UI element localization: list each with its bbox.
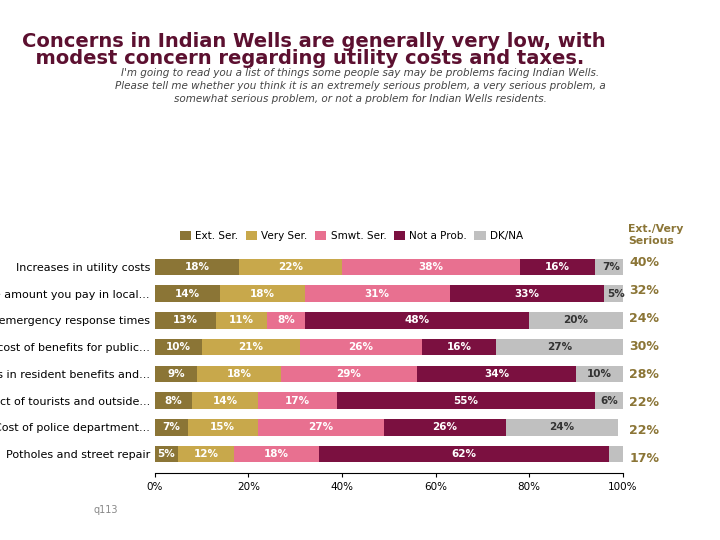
Text: 15%: 15% (210, 422, 235, 433)
Text: 38%: 38% (418, 262, 444, 272)
Text: 6%: 6% (600, 396, 618, 406)
Text: 48%: 48% (405, 315, 429, 325)
Bar (202, 339, 300, 355)
Text: 40%: 40% (629, 256, 660, 269)
Bar (155, 392, 192, 409)
Text: 16%: 16% (545, 262, 570, 272)
Text: 34%: 34% (484, 369, 509, 379)
Text: 62%: 62% (451, 449, 476, 459)
Text: 21%: 21% (238, 342, 264, 352)
Text: 24%: 24% (549, 422, 575, 433)
Text: 29%: 29% (336, 369, 361, 379)
Text: 26%: 26% (433, 422, 457, 433)
Bar (258, 419, 384, 436)
Bar (197, 366, 282, 382)
Text: modest concern regarding utility costs and taxes.: modest concern regarding utility costs a… (22, 49, 584, 68)
Bar (187, 419, 258, 436)
Text: 5%: 5% (607, 288, 625, 299)
Text: 13%: 13% (173, 315, 198, 325)
Bar (342, 259, 520, 275)
Text: 17%: 17% (629, 452, 660, 465)
Text: 10%: 10% (166, 342, 191, 352)
Text: 24%: 24% (629, 312, 660, 325)
Text: q113: q113 (94, 505, 118, 515)
Bar (422, 339, 497, 355)
Bar (281, 366, 417, 382)
Text: 5%: 5% (158, 449, 176, 459)
Bar (155, 259, 239, 275)
Bar (220, 285, 305, 302)
Text: 6: 6 (691, 512, 702, 528)
Bar (216, 312, 267, 329)
Bar (417, 366, 576, 382)
Bar (155, 339, 202, 355)
Bar (155, 446, 179, 462)
Text: 18%: 18% (250, 288, 275, 299)
Text: Ext./Very
Serious: Ext./Very Serious (628, 224, 683, 246)
Bar (595, 392, 623, 409)
Bar (520, 259, 595, 275)
Bar (155, 366, 197, 382)
Text: 18%: 18% (184, 262, 210, 272)
Text: 30%: 30% (629, 340, 659, 353)
Text: 14%: 14% (212, 396, 238, 406)
Text: 8%: 8% (277, 315, 294, 325)
Bar (155, 419, 187, 436)
Bar (155, 312, 216, 329)
Bar (267, 312, 305, 329)
Bar (576, 366, 623, 382)
Text: 22%: 22% (278, 262, 303, 272)
Bar (319, 446, 609, 462)
Bar (192, 392, 258, 409)
Text: 31%: 31% (364, 288, 390, 299)
Text: 32%: 32% (629, 284, 659, 297)
Bar (337, 392, 595, 409)
Bar (529, 312, 623, 329)
Text: 16%: 16% (446, 342, 472, 352)
Bar (235, 446, 319, 462)
Bar (305, 285, 449, 302)
Text: 7%: 7% (162, 422, 180, 433)
Bar (300, 339, 422, 355)
Bar (497, 339, 623, 355)
Text: 17%: 17% (285, 396, 310, 406)
Bar (239, 259, 342, 275)
Text: 22%: 22% (629, 396, 660, 409)
Text: 18%: 18% (264, 449, 289, 459)
Bar (258, 392, 337, 409)
Text: 14%: 14% (175, 288, 200, 299)
Text: 12%: 12% (194, 449, 219, 459)
Text: 11%: 11% (229, 315, 254, 325)
Bar (155, 285, 220, 302)
Bar (604, 285, 627, 302)
Text: I'm going to read you a list of things some people say may be problems facing In: I'm going to read you a list of things s… (114, 68, 606, 104)
Bar (595, 259, 628, 275)
Bar (384, 419, 505, 436)
Text: Concerns in Indian Wells are generally very low, with: Concerns in Indian Wells are generally v… (22, 32, 606, 51)
Bar (609, 446, 623, 462)
Text: 8%: 8% (165, 396, 182, 406)
Text: 10%: 10% (587, 369, 612, 379)
Bar (449, 285, 604, 302)
Text: 28%: 28% (629, 368, 659, 381)
Text: 9%: 9% (167, 369, 184, 379)
Text: 55%: 55% (454, 396, 479, 406)
Text: 27%: 27% (547, 342, 572, 352)
Bar (179, 446, 235, 462)
Text: 22%: 22% (629, 424, 660, 437)
Text: 20%: 20% (564, 315, 588, 325)
Bar (305, 312, 529, 329)
Legend: Ext. Ser., Very Ser., Smwt. Ser., Not a Prob., DK/NA: Ext. Ser., Very Ser., Smwt. Ser., Not a … (180, 231, 523, 241)
Text: 33%: 33% (514, 288, 539, 299)
Bar (505, 419, 618, 436)
Text: 18%: 18% (227, 369, 251, 379)
Text: 27%: 27% (308, 422, 333, 433)
Text: 26%: 26% (348, 342, 373, 352)
Text: 7%: 7% (602, 262, 620, 272)
